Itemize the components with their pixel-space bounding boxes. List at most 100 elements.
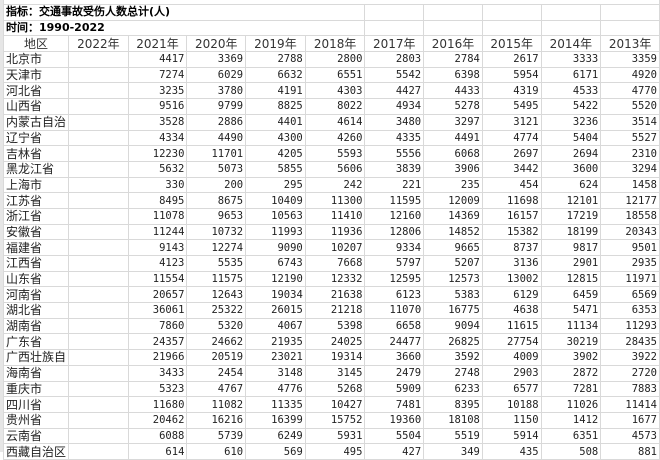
value-cell[interactable]: 4191 — [245, 82, 306, 100]
value-cell[interactable]: 2617 — [481, 51, 542, 68]
value-cell[interactable]: 7860 — [127, 317, 188, 335]
value-cell[interactable]: 24025 — [304, 333, 366, 351]
value-cell[interactable]: 19360 — [364, 411, 425, 429]
value-cell[interactable]: 14369 — [423, 207, 483, 225]
value-cell[interactable]: 5323 — [127, 380, 188, 398]
value-cell[interactable]: 5073 — [186, 160, 247, 178]
value-cell[interactable]: 2800 — [304, 51, 366, 68]
value-cell[interactable]: 5797 — [364, 255, 425, 272]
value-cell[interactable]: 5471 — [540, 302, 602, 319]
value-cell[interactable]: 11595 — [364, 192, 425, 209]
value-cell[interactable]: 20343 — [600, 223, 660, 241]
value-cell[interactable]: 5556 — [364, 145, 425, 162]
value-cell[interactable]: 4920 — [600, 66, 660, 84]
value-cell[interactable]: 16157 — [481, 207, 542, 225]
value-cell[interactable]: 7883 — [600, 380, 660, 398]
value-cell[interactable]: 4417 — [127, 51, 188, 68]
value-cell[interactable]: 4776 — [245, 380, 306, 398]
value-cell[interactable]: 3235 — [127, 82, 188, 100]
value-cell[interactable] — [68, 411, 129, 429]
region-cell[interactable]: 广西壮族自 — [2, 349, 70, 366]
value-cell[interactable]: 4614 — [304, 113, 366, 131]
value-cell[interactable]: 12815 — [540, 270, 602, 288]
value-cell[interactable] — [68, 380, 129, 398]
region-cell[interactable]: 黑龙江省 — [2, 160, 70, 178]
value-cell[interactable]: 2310 — [600, 145, 660, 162]
header-year[interactable]: 2013年 — [600, 35, 660, 53]
region-cell[interactable]: 山东省 — [2, 270, 70, 288]
value-cell[interactable]: 11993 — [245, 223, 306, 241]
value-cell[interactable] — [68, 255, 129, 272]
value-cell[interactable] — [68, 302, 129, 319]
header-year[interactable]: 2022年 — [68, 35, 129, 53]
region-cell[interactable]: 广东省 — [2, 333, 70, 351]
value-cell[interactable]: 5504 — [364, 427, 425, 445]
value-cell[interactable]: 2454 — [186, 364, 247, 382]
value-cell[interactable]: 3121 — [481, 113, 542, 131]
value-cell[interactable]: 4533 — [540, 82, 602, 100]
value-cell[interactable]: 5268 — [304, 380, 366, 398]
value-cell[interactable]: 242 — [304, 176, 366, 194]
value-cell[interactable]: 11293 — [600, 317, 660, 335]
region-cell[interactable]: 河南省 — [2, 286, 70, 304]
value-cell[interactable]: 16216 — [186, 411, 247, 429]
region-cell[interactable]: 云南省 — [2, 427, 70, 445]
value-cell[interactable]: 5542 — [364, 66, 425, 84]
value-cell[interactable]: 24662 — [186, 333, 247, 351]
value-cell[interactable] — [68, 427, 129, 445]
value-cell[interactable]: 16775 — [423, 302, 483, 319]
value-cell[interactable]: 7668 — [304, 255, 366, 272]
value-cell[interactable]: 6249 — [245, 427, 306, 445]
value-cell[interactable]: 8395 — [423, 396, 483, 413]
region-cell[interactable]: 海南省 — [2, 364, 70, 382]
value-cell[interactable]: 8022 — [304, 98, 366, 115]
value-cell[interactable]: 4638 — [481, 302, 542, 319]
value-cell[interactable]: 330 — [127, 176, 188, 194]
value-cell[interactable]: 11070 — [364, 302, 425, 319]
value-cell[interactable]: 12009 — [423, 192, 483, 209]
value-cell[interactable]: 10732 — [186, 223, 247, 241]
value-cell[interactable]: 9090 — [245, 239, 306, 256]
value-cell[interactable]: 4205 — [245, 145, 306, 162]
value-cell[interactable]: 5278 — [423, 98, 483, 115]
value-cell[interactable]: 5593 — [304, 145, 366, 162]
value-cell[interactable]: 11680 — [127, 396, 188, 413]
value-cell[interactable]: 25322 — [186, 302, 247, 319]
region-cell[interactable]: 天津市 — [2, 66, 70, 84]
value-cell[interactable]: 2935 — [600, 255, 660, 272]
region-cell[interactable]: 贵州省 — [2, 411, 70, 429]
value-cell[interactable]: 18199 — [540, 223, 602, 241]
value-cell[interactable]: 4770 — [600, 82, 660, 100]
value-cell[interactable]: 3906 — [423, 160, 483, 178]
header-region[interactable]: 地区 — [2, 35, 70, 53]
region-cell[interactable]: 河北省 — [2, 82, 70, 100]
value-cell[interactable]: 3294 — [600, 160, 660, 178]
value-cell[interactable]: 6743 — [245, 255, 306, 272]
value-cell[interactable]: 9334 — [364, 239, 425, 256]
value-cell[interactable] — [68, 82, 129, 100]
value-cell[interactable]: 6129 — [481, 286, 542, 304]
value-cell[interactable]: 11971 — [600, 270, 660, 288]
value-cell[interactable]: 5739 — [186, 427, 247, 445]
value-cell[interactable]: 3297 — [423, 113, 483, 131]
value-cell[interactable]: 2872 — [540, 364, 602, 382]
header-year[interactable]: 2021年 — [127, 35, 188, 53]
value-cell[interactable] — [68, 113, 129, 131]
value-cell[interactable]: 12160 — [364, 207, 425, 225]
value-cell[interactable]: 200 — [186, 176, 247, 194]
value-cell[interactable]: 5632 — [127, 160, 188, 178]
value-cell[interactable]: 10188 — [481, 396, 542, 413]
value-cell[interactable]: 10427 — [304, 396, 366, 413]
value-cell[interactable]: 6233 — [423, 380, 483, 398]
value-cell[interactable]: 2697 — [481, 145, 542, 162]
value-cell[interactable]: 5606 — [304, 160, 366, 178]
header-year[interactable]: 2019年 — [245, 35, 306, 53]
value-cell[interactable]: 3442 — [481, 160, 542, 178]
value-cell[interactable] — [68, 160, 129, 178]
value-cell[interactable]: 3528 — [127, 113, 188, 131]
value-cell[interactable]: 1677 — [600, 411, 660, 429]
value-cell[interactable]: 11026 — [540, 396, 602, 413]
value-cell[interactable]: 12101 — [540, 192, 602, 209]
value-cell[interactable]: 7481 — [364, 396, 425, 413]
header-year[interactable]: 2020年 — [186, 35, 247, 53]
